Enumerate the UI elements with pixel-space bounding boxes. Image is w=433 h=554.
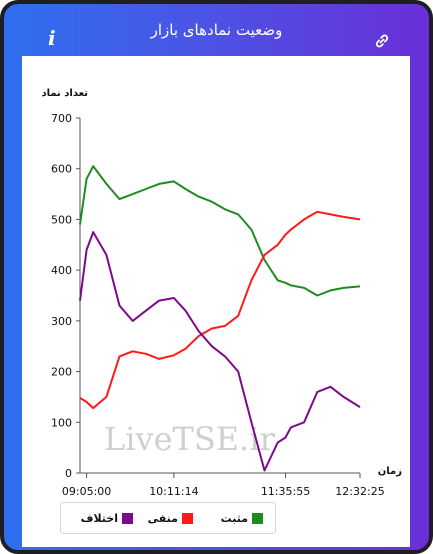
y-tick-label: 200 [51, 366, 72, 379]
y-tick-label: 600 [51, 163, 72, 176]
legend-swatch-negative [182, 512, 193, 524]
x-tick-label: 12:32:25 [335, 485, 384, 498]
legend-label-difference: اختلاف [80, 511, 118, 525]
legend-item-negative[interactable]: منفی [148, 511, 193, 525]
y-tick-label: 100 [51, 416, 72, 429]
market-status-chart: LiveTSE.ir تعداد نماد زمان 0 100 200 300 400… [41, 88, 402, 498]
legend-label-negative: منفی [147, 511, 178, 525]
y-tick-label: 400 [51, 264, 72, 277]
y-tick-label: 0 [65, 467, 72, 480]
y-axis-title: تعداد نماد [41, 88, 88, 99]
series-lines [79, 165, 361, 472]
chart-legend: مثبت منفی اختلاف [60, 502, 276, 534]
x-tick-label: 10:11:14 [149, 485, 198, 498]
legend-label-positive: مثبت [220, 511, 248, 525]
y-tick-label: 700 [51, 112, 72, 125]
info-icon[interactable]: i [48, 26, 56, 50]
x-tick-label: 11:35:55 [261, 485, 310, 498]
y-axis-ticks: 0 100 200 300 400 500 600 700 [51, 112, 80, 480]
series-line-positive [79, 165, 361, 297]
x-axis-ticks: 09:05:00 10:11:14 11:35:55 12:32:25 [62, 473, 385, 498]
series-line-difference [79, 231, 361, 472]
chart-panel: LiveTSE.ir تعداد نماد زمان 0 100 200 300 400… [22, 56, 410, 547]
x-axis-title: زمان [378, 466, 402, 477]
x-tick-label: 09:05:00 [62, 485, 111, 498]
legend-swatch-positive [252, 512, 263, 524]
widget-title: وضعیت نمادهای بازار [150, 21, 283, 39]
widget-header: i وضعیت نمادهای بازار [4, 4, 429, 56]
legend-swatch-difference [122, 512, 133, 524]
legend-item-positive[interactable]: مثبت [221, 511, 263, 525]
legend-item-difference[interactable]: اختلاف [81, 511, 133, 525]
y-tick-label: 500 [51, 213, 72, 226]
y-tick-label: 300 [51, 315, 72, 328]
link-icon[interactable] [374, 33, 390, 49]
series-line-negative [79, 210, 361, 410]
watermark: LiveTSE.ir [104, 420, 276, 458]
